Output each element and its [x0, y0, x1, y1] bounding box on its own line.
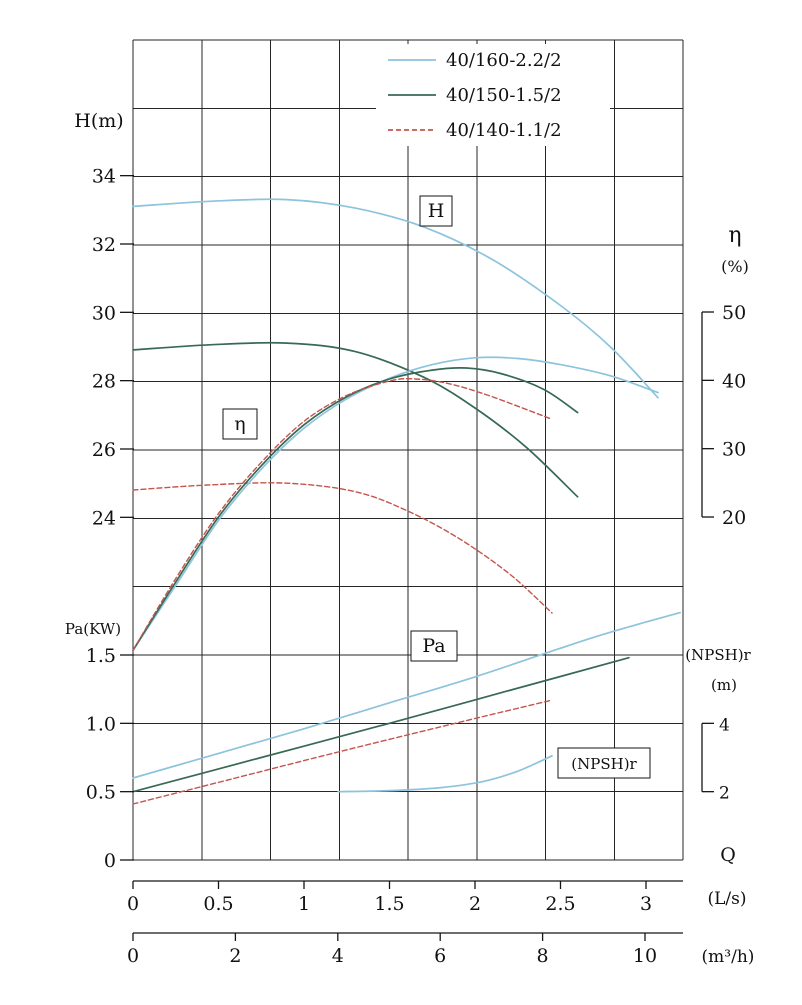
eta-axis-tick-label: 50: [722, 302, 746, 324]
h-axis-title: H(m): [74, 110, 123, 132]
h-axis: H(m) 34 32 30 28 26 24: [74, 110, 134, 529]
q-axis-unit: (L/s): [707, 889, 746, 909]
curve-eta-40-140-1-1-2: [132, 378, 553, 651]
curve-h-40-160-2-2-2: [132, 198, 659, 399]
curve-label: (NPSH)r: [557, 747, 651, 779]
m3h-axis-tick-label: 10: [633, 945, 657, 967]
pa-axis-tick-label: 0.5: [86, 782, 116, 804]
legend-label: 40/150-1.5/2: [446, 85, 562, 106]
curve-label: H: [419, 195, 453, 227]
q-axis-title: Q: [720, 844, 736, 866]
legend-item: 40/160-2.2/2: [388, 50, 562, 71]
npsh-axis-title: (NPSH)r: [685, 646, 751, 664]
q-axis-tick-label: 0: [127, 893, 139, 915]
q-axis-tick-label: 0.5: [203, 893, 233, 915]
curve-pa-40-150-1-5-2: [132, 656, 630, 793]
curve-label: Pa: [410, 630, 458, 662]
curve-label: η: [222, 408, 258, 440]
h-axis-tick-label: 34: [92, 166, 116, 188]
legend: 40/160-2.2/2 40/150-1.5/2 40/140-1.1/2: [388, 50, 562, 141]
curve-label-box: [557, 747, 651, 779]
eta-axis-tick-label: 30: [722, 439, 746, 461]
h-axis-tick-label: 24: [92, 507, 116, 529]
m3h-axis-tick-label: 8: [537, 945, 549, 967]
eta-axis-unit: (%): [721, 257, 749, 276]
m3h-axis-tick-label: 0: [127, 945, 139, 967]
q-axis-tick-label: 1: [298, 893, 310, 915]
m3h-axis-tick-label: 2: [229, 945, 241, 967]
q-axis-tick-label: 2: [469, 893, 481, 915]
legend-label: 40/160-2.2/2: [446, 50, 562, 71]
curve-h-40-150-1-5-2: [132, 341, 579, 498]
curve-pa-40-140-1-1-2: [132, 699, 553, 805]
pa-axis-tick-label: 0: [104, 850, 116, 872]
curve-label-text: Pa: [422, 635, 445, 657]
curve-label-box: [222, 408, 258, 440]
curve-label-box: [410, 630, 458, 662]
m3h-axis-unit: (m³/h): [702, 947, 755, 967]
curve-npshr-40-160-2-2-2: [337, 754, 553, 793]
curve-label-text: H: [428, 200, 445, 222]
h-axis-tick-label: 26: [92, 439, 116, 461]
m3h-axis-tick-label: 4: [332, 945, 344, 967]
eta-axis-tick-label: 40: [722, 370, 746, 392]
pa-axis-tick-label: 1.0: [86, 713, 116, 735]
curve-pa-40-160-2-2-2: [132, 611, 682, 779]
curve-label-box: [419, 195, 453, 227]
q-axis-tick-label: 2.5: [545, 893, 575, 915]
eta-axis-title: η: [728, 223, 741, 248]
q-axis-m3h: 0 2 4 6 8 10 (m³/h): [127, 932, 755, 967]
pa-axis: Pa(KW) 1.5 1.0 0.5 0: [65, 620, 134, 872]
q-axis-tick-label: 1.5: [374, 893, 404, 915]
npsh-axis-unit: (m): [711, 676, 737, 694]
q-axis-lps: 0 0.5 1 1.5 2 2.5 3 Q (L/s): [127, 844, 747, 915]
grid: [132, 39, 684, 861]
legend-label: 40/140-1.1/2: [446, 120, 562, 141]
npsh-axis-tick-label: 2: [719, 784, 730, 804]
q-axis-tick-label: 3: [640, 893, 652, 915]
h-axis-tick-label: 32: [92, 234, 116, 256]
curve-label-text: η: [234, 413, 245, 435]
eta-axis-tick-label: 20: [722, 507, 746, 529]
eta-axis: η (%) 50 40 30 20: [701, 223, 749, 529]
m3h-axis-tick-label: 6: [434, 945, 446, 967]
h-axis-tick-label: 28: [92, 371, 116, 393]
pa-axis-tick-label: 1.5: [86, 645, 116, 667]
npsh-axis-tick-label: 4: [719, 715, 730, 735]
legend-item: 40/140-1.1/2: [388, 120, 562, 141]
npsh-axis: (NPSH)r (m) 4 2: [685, 646, 751, 804]
h-axis-tick-label: 30: [92, 302, 116, 324]
pa-axis-title: Pa(KW): [65, 620, 121, 638]
curve-label-text: (NPSH)r: [571, 755, 637, 773]
curve-h-40-140-1-1-2: [132, 482, 553, 614]
legend-item: 40/150-1.5/2: [388, 85, 562, 106]
